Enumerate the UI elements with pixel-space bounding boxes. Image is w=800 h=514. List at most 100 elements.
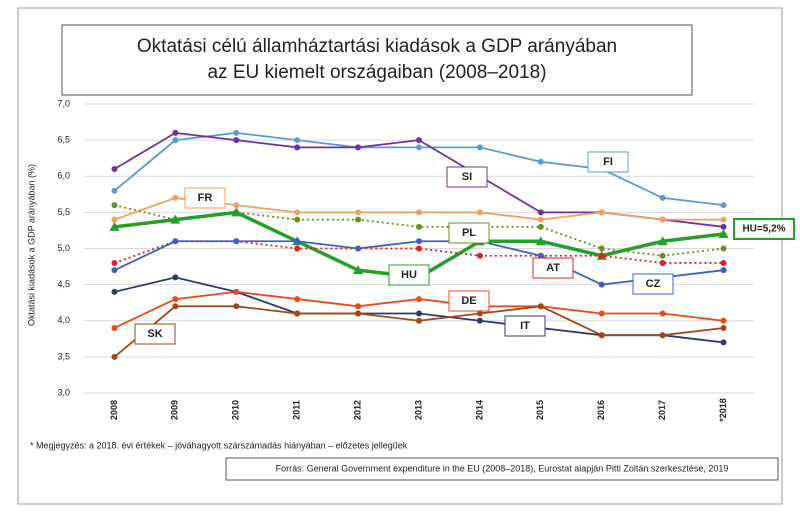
series-label: SI	[462, 171, 472, 183]
marker	[172, 296, 179, 303]
series-label: FR	[198, 192, 213, 204]
marker	[720, 324, 727, 331]
marker	[720, 223, 727, 230]
marker	[476, 209, 483, 216]
marker	[170, 214, 181, 224]
marker	[720, 259, 727, 266]
marker	[598, 332, 605, 339]
marker	[355, 216, 362, 223]
marker	[537, 303, 544, 310]
marker	[598, 209, 605, 216]
marker	[233, 303, 240, 310]
x-tick-label: 2014	[474, 400, 484, 420]
marker	[537, 209, 544, 216]
marker	[416, 245, 422, 252]
series-label: SK	[147, 328, 162, 340]
y-tick-label: 6,0	[57, 171, 70, 181]
marker	[720, 317, 727, 324]
marker	[111, 353, 118, 360]
x-tick-label: 2016	[596, 400, 606, 420]
marker	[659, 332, 666, 339]
annotation: HU=5,2%	[742, 224, 785, 235]
marker	[109, 221, 120, 231]
marker	[416, 144, 422, 151]
marker	[111, 166, 118, 173]
x-tick-label: 2015	[535, 400, 545, 420]
marker	[294, 144, 301, 151]
marker	[416, 296, 422, 303]
marker	[598, 245, 605, 252]
series-label: CZ	[646, 278, 661, 290]
series-label-box	[587, 151, 629, 173]
marker	[659, 252, 666, 259]
marker	[172, 194, 179, 201]
marker	[355, 144, 362, 151]
footnote: * Megjegyzés: a 2018. évi értékek – jóvá…	[30, 440, 408, 450]
marker	[294, 245, 301, 252]
marker	[416, 137, 422, 144]
marker	[233, 238, 240, 245]
marker	[659, 310, 666, 317]
series-label-box	[632, 273, 674, 295]
marker	[111, 288, 118, 295]
marker	[355, 310, 362, 317]
chart-title: Oktatási célú államháztartási kiadások a…	[137, 36, 617, 57]
marker	[355, 245, 362, 252]
marker	[720, 202, 727, 209]
marker	[231, 207, 242, 217]
marker	[172, 137, 179, 144]
marker	[233, 288, 240, 295]
marker	[294, 296, 301, 303]
marker	[416, 317, 422, 324]
x-tick-label: 2017	[657, 400, 667, 420]
x-tick-label: 2008	[109, 400, 119, 420]
marker	[111, 267, 118, 274]
series-label: HU	[401, 269, 417, 281]
marker	[111, 216, 118, 223]
y-tick-label: 5,5	[57, 207, 70, 217]
marker	[172, 238, 179, 245]
y-tick-label: 6,5	[57, 135, 70, 145]
source: Forrás: General Government expenditure i…	[276, 463, 729, 473]
marker	[598, 310, 605, 317]
marker	[537, 216, 544, 223]
marker	[476, 317, 483, 324]
source-box	[225, 457, 779, 481]
series-label-box	[448, 222, 490, 244]
series-label: DE	[461, 295, 476, 307]
marker	[172, 274, 179, 281]
marker	[233, 202, 240, 209]
marker	[537, 158, 544, 165]
marker	[353, 265, 364, 275]
marker	[476, 144, 483, 151]
marker	[355, 209, 362, 216]
series-label-box	[184, 187, 226, 209]
annotation-box	[733, 218, 795, 240]
x-tick-label: 2012	[352, 400, 362, 420]
marker	[416, 209, 422, 216]
y-tick-label: 4,0	[57, 315, 70, 325]
marker	[111, 187, 118, 194]
series-label-box	[134, 323, 176, 345]
marker	[476, 252, 483, 259]
y-tick-label: 7,0	[57, 98, 70, 108]
marker	[720, 245, 727, 252]
marker	[659, 259, 666, 266]
y-tick-label: 4,5	[57, 279, 70, 289]
marker	[111, 259, 118, 266]
series-label: PL	[462, 227, 476, 239]
marker	[720, 267, 727, 274]
x-tick-label: *2018	[718, 398, 728, 422]
chart-title: az EU kiemelt országaiban (2008–2018)	[207, 62, 546, 83]
marker	[598, 252, 605, 259]
x-tick-label: 2010	[231, 400, 241, 420]
marker	[657, 236, 668, 246]
x-tick-label: 2009	[170, 400, 180, 420]
marker	[720, 216, 727, 223]
y-tick-label: 3,5	[57, 351, 70, 361]
marker	[233, 129, 240, 136]
marker	[659, 216, 666, 223]
marker	[598, 281, 605, 288]
marker	[537, 252, 544, 259]
